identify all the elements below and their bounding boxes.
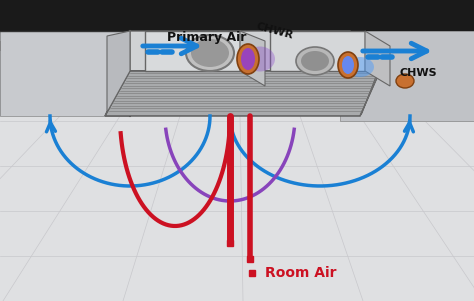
Polygon shape bbox=[240, 31, 265, 86]
Polygon shape bbox=[105, 31, 130, 116]
Ellipse shape bbox=[396, 74, 414, 88]
Polygon shape bbox=[340, 31, 474, 121]
Text: CHWR: CHWR bbox=[255, 21, 294, 41]
Polygon shape bbox=[270, 31, 365, 71]
FancyBboxPatch shape bbox=[0, 0, 474, 31]
Polygon shape bbox=[0, 31, 130, 116]
Polygon shape bbox=[365, 31, 390, 86]
Ellipse shape bbox=[342, 56, 354, 74]
Ellipse shape bbox=[301, 51, 329, 71]
Polygon shape bbox=[105, 71, 380, 116]
Polygon shape bbox=[130, 31, 380, 71]
Polygon shape bbox=[360, 66, 380, 116]
FancyBboxPatch shape bbox=[0, 116, 474, 301]
Ellipse shape bbox=[346, 57, 374, 77]
FancyBboxPatch shape bbox=[0, 0, 474, 121]
Ellipse shape bbox=[241, 48, 255, 70]
FancyBboxPatch shape bbox=[0, 41, 474, 51]
Ellipse shape bbox=[186, 35, 234, 71]
Ellipse shape bbox=[338, 52, 358, 78]
Ellipse shape bbox=[296, 47, 334, 75]
Ellipse shape bbox=[245, 46, 275, 72]
Ellipse shape bbox=[237, 44, 259, 74]
Text: Room Air: Room Air bbox=[265, 266, 337, 280]
Polygon shape bbox=[145, 31, 240, 71]
Text: CHWS: CHWS bbox=[400, 68, 438, 78]
Text: Primary Air: Primary Air bbox=[167, 32, 246, 45]
Ellipse shape bbox=[191, 39, 229, 67]
